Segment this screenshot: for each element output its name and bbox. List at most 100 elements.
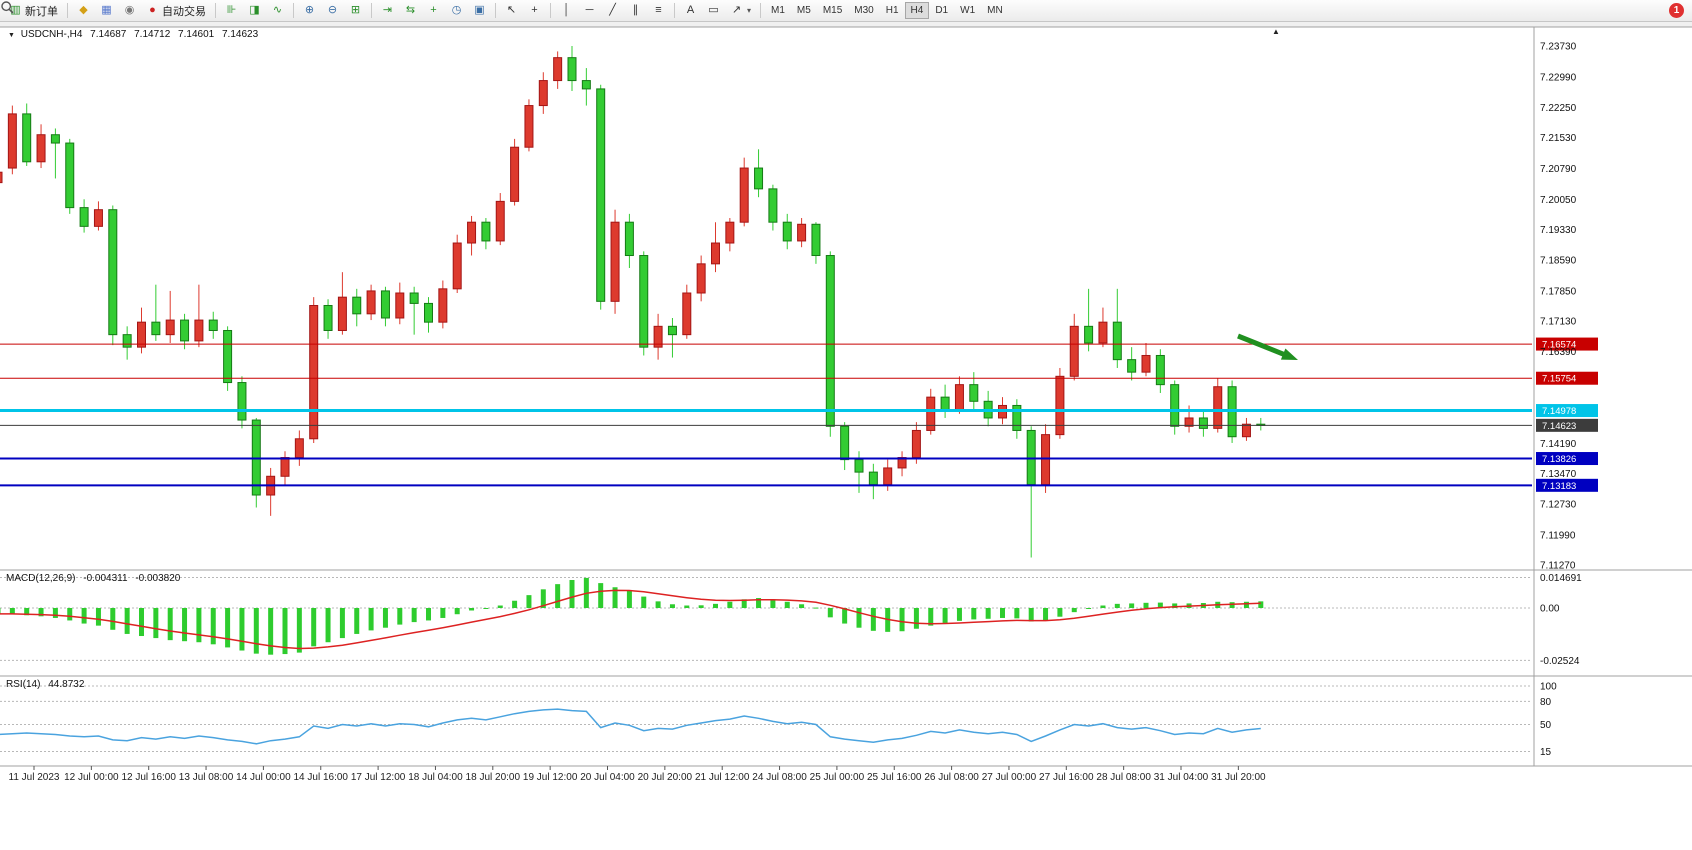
svg-text:11 Jul 2023: 11 Jul 2023 — [9, 772, 60, 783]
symbol-collapse-icon[interactable]: ▼ — [8, 32, 15, 39]
cursor-button[interactable]: ↖ — [500, 3, 523, 18]
zoomout-icon: ⊖ — [327, 4, 338, 16]
label-button[interactable]: ▭ — [702, 3, 725, 18]
ohlc-close: 7.14623 — [221, 29, 259, 40]
timeframe-m15-button[interactable]: M15 — [822, 5, 843, 16]
current-price-line-tag: 7.14623 — [1536, 418, 1598, 432]
bars-icon: ⊪ — [226, 4, 237, 16]
svg-text:7.21530: 7.21530 — [1540, 133, 1577, 144]
timeframe-m1-button[interactable]: M1 — [771, 5, 785, 16]
support-line-upper-tag: 7.13826 — [1536, 452, 1598, 466]
svg-text:7.18590: 7.18590 — [1540, 256, 1577, 267]
periods-button[interactable]: ◷ — [445, 3, 468, 18]
linechart-icon: ∿ — [272, 4, 283, 16]
svg-text:7.13826: 7.13826 — [1542, 454, 1576, 465]
svg-text:0.00: 0.00 — [1540, 604, 1560, 615]
chart-shift-button[interactable]: ⇆ — [399, 3, 422, 18]
market-watch-button[interactable]: ◆ — [72, 3, 95, 18]
svg-text:27 Jul 16:00: 27 Jul 16:00 — [1039, 772, 1094, 783]
zoom-in-button[interactable]: ⊕ — [298, 3, 321, 18]
timeframe-mn-button[interactable]: MN — [987, 5, 1003, 16]
timeframe-d1-button[interactable]: D1 — [935, 5, 949, 16]
svg-text:7.20790: 7.20790 — [1540, 164, 1577, 175]
horizontal-line-button[interactable]: ─ — [578, 3, 601, 18]
bar-chart-button[interactable]: ⊪ — [220, 3, 243, 18]
hline-icon: ─ — [585, 4, 594, 16]
timeframe-m30-button[interactable]: M30 — [854, 5, 874, 16]
svg-text:7.16390: 7.16390 — [1540, 347, 1577, 358]
price-axis: 7.23730 7.22990 7.22250 7.21530 7.20790 7.200… — [1540, 42, 1577, 572]
crosshair-button[interactable]: + — [523, 3, 546, 18]
data-window-button[interactable]: ▦ — [95, 3, 118, 18]
window-chrome-strip — [0, 22, 1692, 27]
down-trend-arrow[interactable] — [1237, 333, 1298, 360]
svg-text:12 Jul 00:00: 12 Jul 00:00 — [64, 772, 119, 783]
vertical-line-button[interactable]: │ — [555, 3, 578, 18]
text-icon: A — [686, 4, 695, 16]
autotrading-button[interactable]: ● 自动交易 — [141, 1, 211, 21]
symbol-period: USDCNH-,H4 — [20, 29, 83, 40]
timeframe-m5-button[interactable]: M5 — [796, 5, 811, 16]
autoscroll-button[interactable]: ⇥ — [376, 3, 399, 18]
chart-expand-icon[interactable]: ▲ — [1272, 27, 1280, 36]
channel-icon: ∥ — [632, 4, 639, 16]
svg-text:7.19330: 7.19330 — [1540, 225, 1577, 236]
plus-icon: + — [430, 4, 437, 16]
toolbar-separator — [674, 3, 675, 18]
timeframe-h4-button[interactable]: H4 — [904, 2, 930, 19]
zoom-out-button[interactable]: ⊖ — [321, 3, 344, 18]
svg-text:7.13183: 7.13183 — [1542, 481, 1576, 492]
channel-button[interactable]: ∥ — [624, 3, 647, 18]
template-icon: ▣ — [474, 4, 485, 16]
svg-text:27 Jul 00:00: 27 Jul 00:00 — [982, 772, 1037, 783]
toolbar: ▥ 新订单 ◆ ▦ ◉ ● 自动交易 ⊪ ◨ ∿ ⊕ ⊖ ⊞ ⇥ ⇆ + ◷ ▣ ↖ + │ ─ ╱ ∥ ≡ A ▭ ↗ ▾ M1 M5 M1… — [0, 0, 1692, 22]
order-icon: ▥ — [10, 4, 21, 16]
notification-badge[interactable]: 1 — [1669, 3, 1684, 18]
timeframe-w1-button[interactable]: W1 — [960, 5, 976, 16]
candles-icon: ◨ — [249, 4, 260, 16]
new-order-button[interactable]: ▥ 新订单 — [4, 1, 63, 21]
arrowtool-icon: ↗ — [731, 4, 742, 16]
svg-text:7.20050: 7.20050 — [1540, 195, 1577, 206]
label-icon: ▭ — [708, 4, 719, 16]
svg-text:7.17130: 7.17130 — [1540, 316, 1577, 327]
svg-text:12 Jul 16:00: 12 Jul 16:00 — [121, 772, 176, 783]
line-chart-button[interactable]: ∿ — [266, 3, 289, 18]
ohlc-high: 7.14712 — [134, 29, 171, 40]
time-axis[interactable]: 11 Jul 2023 12 Jul 00:00 12 Jul 16:00 13 Ju… — [9, 766, 1267, 783]
toolbar-separator — [215, 3, 216, 18]
indicators-button[interactable]: + — [422, 3, 445, 18]
resistance-line-lower-tag: 7.15754 — [1536, 371, 1598, 385]
macd-panel: 0.014691 0.00 -0.02524 — [0, 573, 1582, 667]
chart-ohlc-header: ▼ USDCNH-,H4 7.14687 7.14712 7.14601 7.1… — [8, 29, 263, 40]
search-icon[interactable] — [0, 0, 15, 15]
navigator-button[interactable]: ◉ — [118, 3, 141, 18]
templates-button[interactable]: ▣ — [468, 3, 491, 18]
autoscroll-icon: ⇥ — [382, 4, 393, 16]
fibonacci-button[interactable]: ≡ — [647, 3, 670, 18]
layers-icon: ▦ — [101, 4, 112, 16]
svg-text:7.22250: 7.22250 — [1540, 103, 1577, 114]
tile-windows-button[interactable]: ⊞ — [344, 3, 367, 18]
svg-text:7.15754: 7.15754 — [1542, 374, 1576, 385]
grid-icon: ⊞ — [350, 4, 361, 16]
arrows-button[interactable]: ↗ ▾ — [725, 3, 756, 18]
pivot-line-tag: 7.14978 — [1536, 404, 1598, 418]
svg-text:18 Jul 20:00: 18 Jul 20:00 — [466, 772, 521, 783]
candlestick-chart-button[interactable]: ◨ — [243, 3, 266, 18]
trendline-button[interactable]: ╱ — [601, 3, 624, 18]
trend-icon: ╱ — [609, 4, 616, 16]
timeframe-h1-button[interactable]: H1 — [885, 5, 899, 16]
svg-text:7.14190: 7.14190 — [1540, 439, 1577, 450]
text-button[interactable]: A — [679, 3, 702, 18]
svg-text:7.14623: 7.14623 — [1542, 421, 1576, 432]
rsi-indicator-label: RSI(14) 44.8732 — [6, 679, 89, 690]
toolbar-separator — [293, 3, 294, 18]
toolbar-separator — [760, 3, 762, 18]
macd-signal-value: -0.003820 — [135, 573, 181, 584]
rsi-line — [0, 708, 1261, 745]
diamond-icon: ◆ — [79, 4, 88, 16]
svg-text:-0.02524: -0.02524 — [1540, 656, 1580, 667]
